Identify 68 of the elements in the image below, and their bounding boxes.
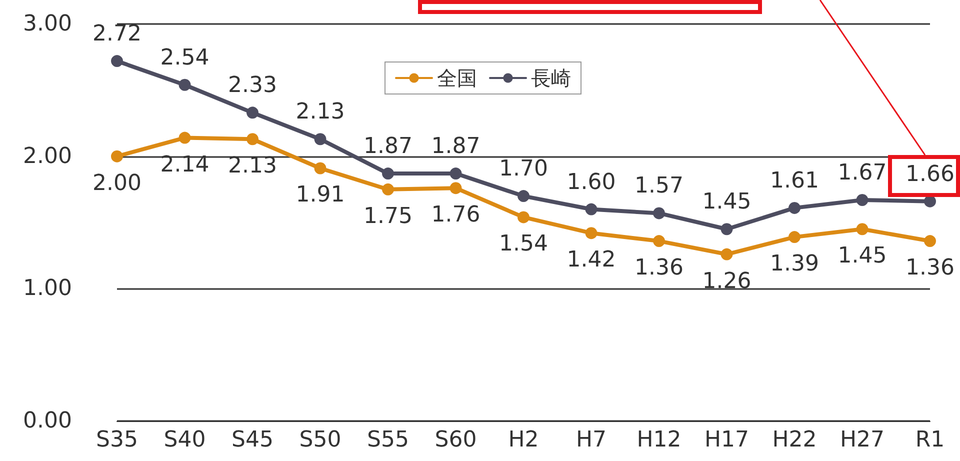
x-tick-label: H27 xyxy=(840,428,885,452)
point xyxy=(585,227,598,240)
point xyxy=(450,182,462,194)
y-tick-label: 2.00 xyxy=(23,144,72,169)
point xyxy=(246,106,258,119)
point xyxy=(314,133,326,146)
data-label: 1.54 xyxy=(499,232,548,257)
data-label: 1.26 xyxy=(702,268,752,294)
point xyxy=(178,132,191,144)
data-label: 2.33 xyxy=(228,73,277,98)
x-tick-label: S45 xyxy=(232,428,274,452)
point xyxy=(178,78,191,91)
y-tick-label: 1.00 xyxy=(23,276,72,302)
point xyxy=(856,223,868,236)
point xyxy=(856,194,868,206)
point xyxy=(720,223,733,236)
y-tick-label: 0.00 xyxy=(23,408,72,434)
legend-label: 長崎 xyxy=(531,66,571,90)
x-tick-label: R1 xyxy=(915,428,945,452)
x-tick-label: H12 xyxy=(636,428,682,452)
point xyxy=(518,190,530,202)
point xyxy=(788,231,800,244)
data-label: 1.36 xyxy=(634,256,684,281)
point xyxy=(653,207,665,220)
data-label: 1.45 xyxy=(702,190,752,215)
data-label: 1.39 xyxy=(770,252,819,277)
data-label: 1.70 xyxy=(499,156,548,182)
data-label: 1.42 xyxy=(566,248,616,273)
point xyxy=(585,203,598,216)
x-tick-label: S50 xyxy=(299,428,342,452)
x-tick-label: H7 xyxy=(576,428,607,452)
point xyxy=(314,162,326,174)
point xyxy=(111,150,123,162)
data-label: 1.57 xyxy=(634,174,684,199)
data-label: 1.67 xyxy=(838,160,887,186)
data-label: 1.87 xyxy=(431,134,480,160)
data-label: 1.66 xyxy=(906,162,954,187)
legend-label: 全国 xyxy=(437,66,477,90)
data-label: 1.75 xyxy=(364,204,412,229)
x-tick-label: H17 xyxy=(704,428,750,452)
point xyxy=(924,235,936,248)
data-label: 1.45 xyxy=(838,244,887,269)
data-label: 1.61 xyxy=(770,168,819,194)
data-label: 1.36 xyxy=(906,256,954,281)
data-label: 2.54 xyxy=(160,45,210,70)
x-tick-label: S40 xyxy=(164,428,206,452)
point xyxy=(246,133,258,146)
point xyxy=(653,235,665,248)
x-tick-label: S35 xyxy=(96,428,138,452)
x-tick-label: H2 xyxy=(508,428,539,452)
x-tick-label: S60 xyxy=(434,428,477,452)
data-label: 1.91 xyxy=(296,182,345,208)
x-tick-label: S55 xyxy=(367,428,409,452)
point xyxy=(720,248,733,260)
x-tick-label: H22 xyxy=(772,428,817,452)
point xyxy=(788,202,800,214)
point xyxy=(450,168,462,180)
data-label: 1.60 xyxy=(566,170,616,195)
point xyxy=(382,183,394,196)
data-label: 2.00 xyxy=(92,170,142,196)
data-label: 2.72 xyxy=(92,22,142,47)
point xyxy=(518,211,530,224)
y-tick-label: 3.00 xyxy=(23,12,72,36)
data-label: 1.76 xyxy=(431,202,480,228)
point xyxy=(382,168,394,180)
data-label: 2.13 xyxy=(296,100,345,125)
data-label: 1.87 xyxy=(364,134,412,160)
point xyxy=(111,55,123,68)
